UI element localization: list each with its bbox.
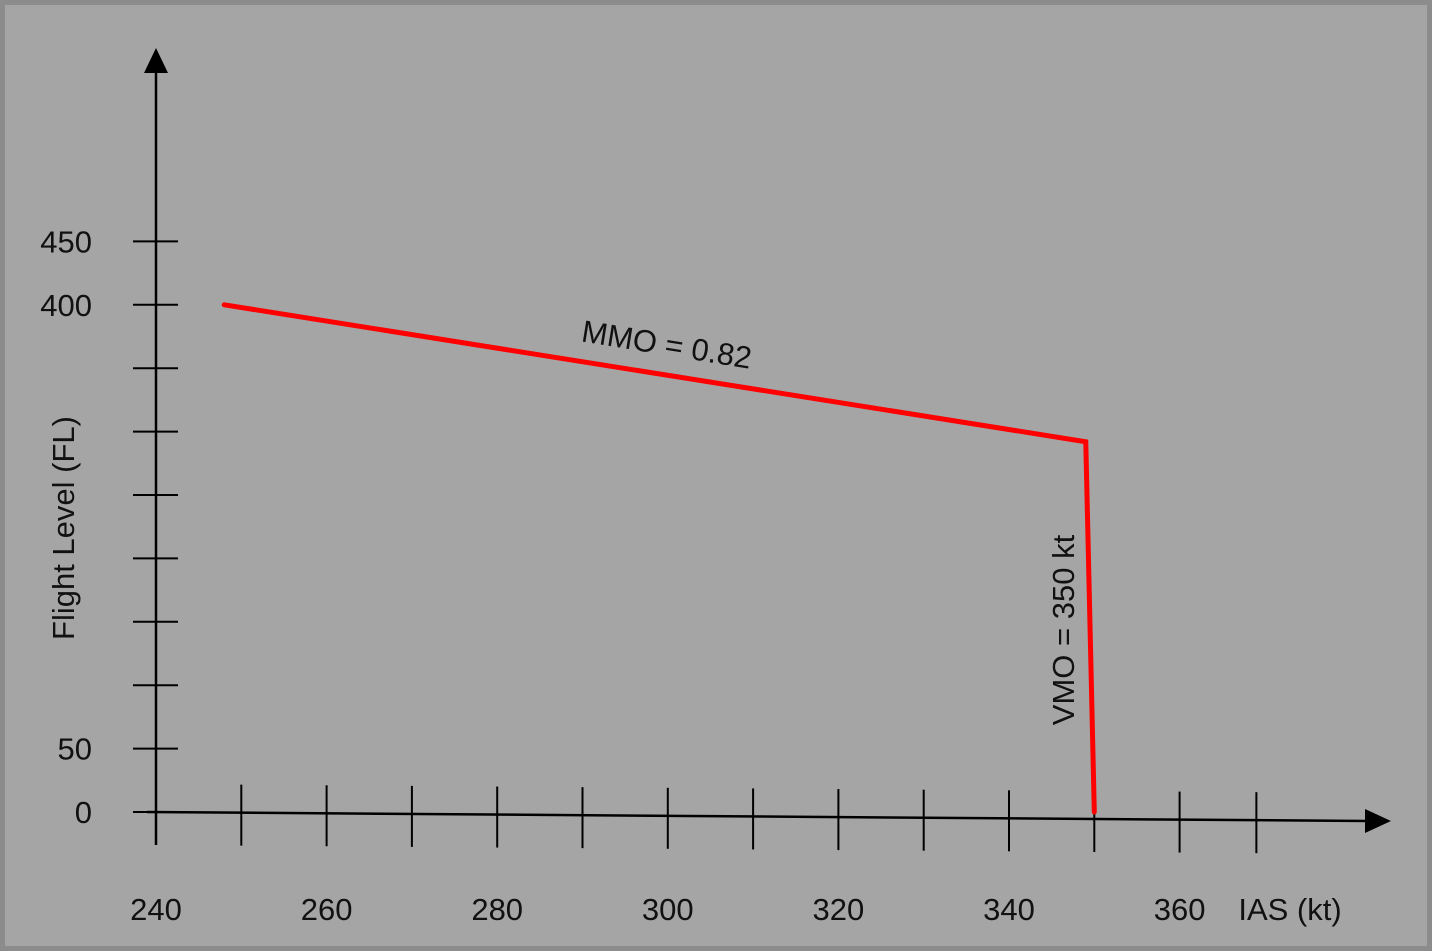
x-axis-title: IAS (kt) — [1238, 892, 1341, 927]
y-axis-arrow-icon — [144, 48, 168, 73]
x-tick-label: 360 — [1154, 892, 1206, 927]
x-axis-line — [146, 810, 1369, 823]
y-tick-label: 400 — [40, 288, 92, 323]
ticks — [133, 240, 1258, 854]
axes — [144, 48, 1391, 845]
tick-labels: 0 50 400 450 240 260 280 300 320 340 360 — [40, 224, 1205, 927]
y-tick-label: 0 — [75, 795, 92, 830]
x-tick-label: 280 — [471, 892, 523, 927]
x-tick-label: 300 — [642, 892, 694, 927]
x-tick-label: 260 — [301, 892, 353, 927]
series — [221, 302, 1097, 815]
x-axis-arrow-icon — [1365, 809, 1391, 833]
y-axis-title: Flight Level (FL) — [46, 416, 81, 640]
x-tick-label: 240 — [130, 892, 182, 927]
envelope-line — [221, 302, 1097, 815]
x-tick-label: 340 — [983, 892, 1035, 927]
y-tick-label: 50 — [58, 732, 92, 767]
annotation-vmo: VMO = 350 kt — [1046, 534, 1081, 725]
x-tick-label: 320 — [813, 892, 865, 927]
y-tick-label: 450 — [40, 224, 92, 259]
